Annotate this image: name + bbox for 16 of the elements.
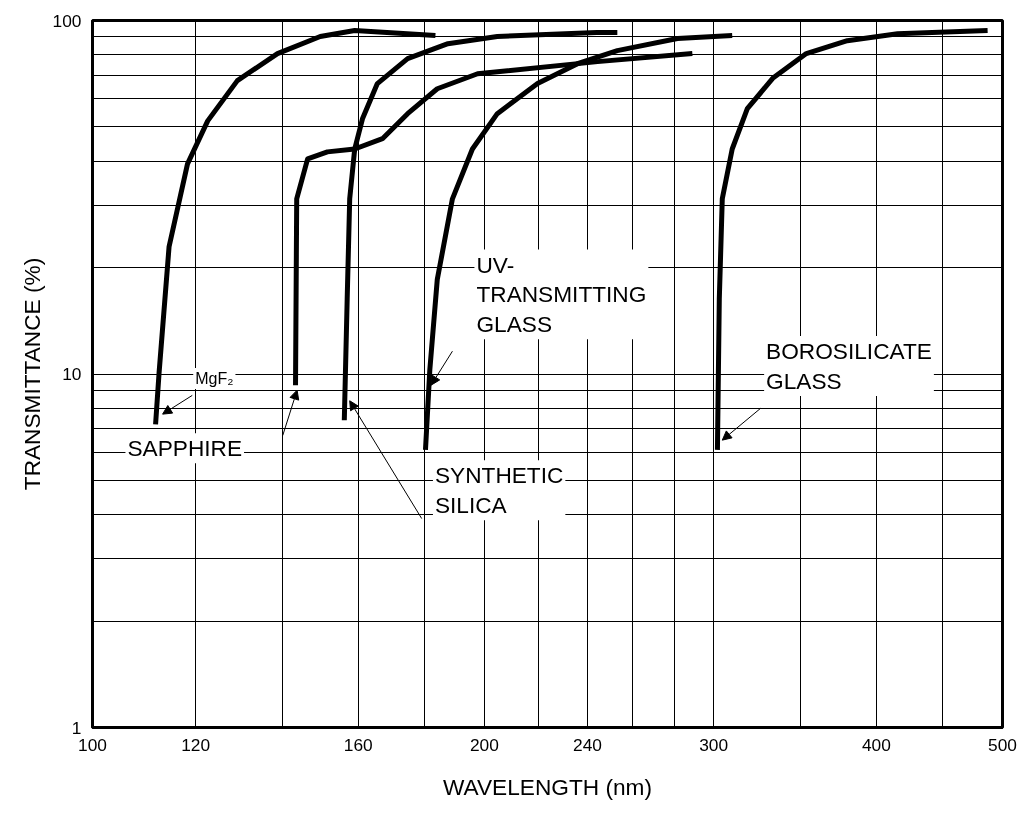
x-tick-label: 240 (573, 734, 602, 755)
x-tick-label: 200 (469, 734, 499, 755)
legend-label: SAPPHIRE (127, 435, 243, 462)
y-tick-label: 100 (52, 10, 82, 31)
text: SYNTHETIC SILICA (434, 462, 564, 519)
x-tick-label: 400 (861, 734, 891, 755)
y-tick-label: 10 (62, 364, 82, 384)
text: MgF₂ (195, 369, 234, 387)
x-tick-label: 160 (343, 734, 373, 755)
x-tick-label: 120 (181, 734, 211, 755)
x-tick-label: 500 (988, 734, 1017, 755)
x-tick-label: 300 (699, 734, 729, 755)
series-label: UV- TRANSMITTING GLASS (476, 251, 647, 338)
y-axis-title: TRANSMITTANCE (%) (18, 257, 45, 491)
text: BOROSILICATE GLASS (766, 338, 932, 394)
x-axis-title: WAVELENGTH (nm) (443, 773, 652, 800)
